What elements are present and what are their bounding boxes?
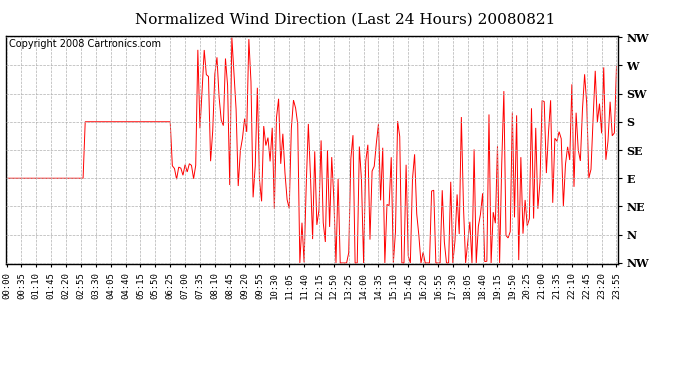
Text: Copyright 2008 Cartronics.com: Copyright 2008 Cartronics.com [8,39,161,49]
Text: Normalized Wind Direction (Last 24 Hours) 20080821: Normalized Wind Direction (Last 24 Hours… [135,13,555,27]
